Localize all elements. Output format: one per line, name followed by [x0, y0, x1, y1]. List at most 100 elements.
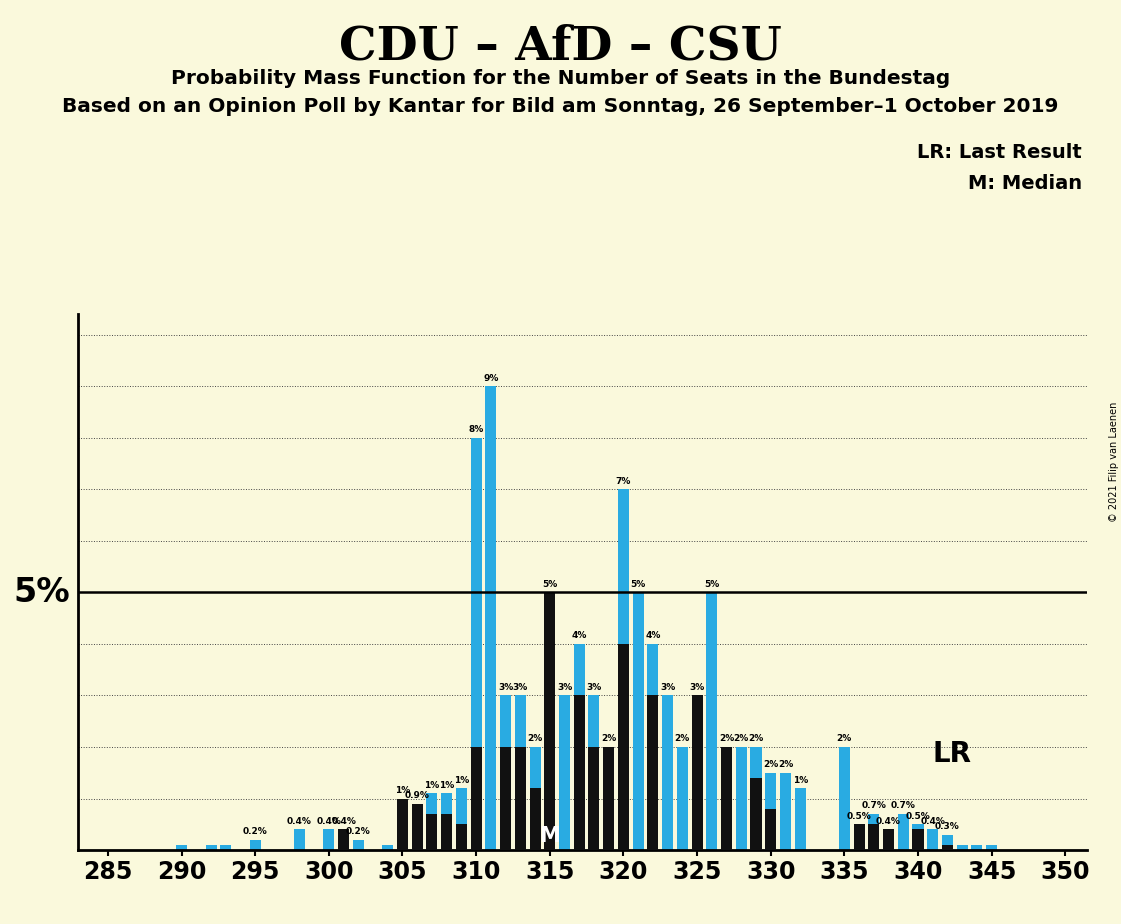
Bar	[766, 808, 776, 850]
Text: M: M	[539, 826, 560, 846]
Text: LR: LR	[933, 739, 972, 768]
Text: 2%: 2%	[527, 735, 543, 744]
Text: 2%: 2%	[778, 760, 793, 769]
Text: 3%: 3%	[660, 683, 675, 692]
Bar	[397, 840, 408, 850]
Bar	[500, 747, 511, 850]
Text: 0.9%: 0.9%	[405, 791, 429, 800]
Bar	[176, 845, 187, 850]
Bar	[500, 696, 511, 850]
Text: 0.4%: 0.4%	[316, 817, 341, 826]
Text: 3%: 3%	[586, 683, 602, 692]
Bar	[442, 814, 452, 850]
Bar	[220, 845, 231, 850]
Text: 5%: 5%	[630, 580, 646, 589]
Bar	[603, 747, 614, 850]
Text: 0.4%: 0.4%	[287, 817, 312, 826]
Bar	[986, 845, 998, 850]
Bar	[898, 814, 909, 850]
Bar	[869, 814, 879, 850]
Text: 2%: 2%	[601, 735, 617, 744]
Bar	[721, 747, 732, 850]
Bar	[471, 747, 482, 850]
Bar	[545, 592, 555, 850]
Bar	[529, 747, 540, 850]
Bar	[559, 696, 571, 850]
Text: 4%: 4%	[646, 631, 660, 640]
Text: 0.2%: 0.2%	[243, 827, 268, 836]
Bar	[205, 845, 216, 850]
Bar	[471, 438, 482, 850]
Text: 8%: 8%	[469, 425, 484, 434]
Bar	[618, 490, 629, 850]
Text: 0.2%: 0.2%	[346, 827, 371, 836]
Bar	[442, 794, 452, 850]
Text: 1%: 1%	[793, 775, 808, 784]
Bar	[353, 840, 364, 850]
Bar	[750, 747, 761, 850]
Bar	[515, 747, 526, 850]
Bar	[411, 804, 423, 850]
Bar	[411, 845, 423, 850]
Text: 1%: 1%	[439, 781, 454, 790]
Text: 4%: 4%	[572, 631, 587, 640]
Bar	[589, 696, 600, 850]
Text: 2%: 2%	[719, 735, 734, 744]
Text: © 2021 Filip van Laenen: © 2021 Filip van Laenen	[1109, 402, 1119, 522]
Bar	[692, 696, 703, 850]
Bar	[766, 772, 776, 850]
Text: 0.7%: 0.7%	[861, 801, 887, 810]
Bar	[647, 644, 658, 850]
Text: 0.3%: 0.3%	[935, 822, 960, 831]
Bar	[706, 592, 717, 850]
Bar	[942, 834, 953, 850]
Bar	[426, 814, 437, 850]
Text: 1%: 1%	[425, 781, 439, 790]
Text: 0.5%: 0.5%	[846, 811, 871, 821]
Bar	[515, 696, 526, 850]
Bar	[795, 788, 806, 850]
Text: 3%: 3%	[512, 683, 528, 692]
Bar	[869, 824, 879, 850]
Bar	[603, 747, 614, 850]
Text: 3%: 3%	[557, 683, 572, 692]
Bar	[647, 696, 658, 850]
Text: 1%: 1%	[454, 775, 469, 784]
Bar	[956, 845, 967, 850]
Bar	[485, 386, 497, 850]
Bar	[883, 830, 895, 850]
Text: 5%: 5%	[704, 580, 720, 589]
Bar	[397, 798, 408, 850]
Text: 5%: 5%	[543, 580, 557, 589]
Text: 0.4%: 0.4%	[920, 817, 945, 826]
Bar	[574, 644, 585, 850]
Text: Probability Mass Function for the Number of Seats in the Bundestag: Probability Mass Function for the Number…	[170, 69, 951, 89]
Bar	[853, 824, 864, 850]
Bar	[456, 788, 467, 850]
Text: 2%: 2%	[733, 735, 749, 744]
Bar	[632, 592, 643, 850]
Text: 9%: 9%	[483, 373, 499, 383]
Text: 0.5%: 0.5%	[906, 811, 930, 821]
Text: 3%: 3%	[689, 683, 705, 692]
Text: M: Median: M: Median	[967, 174, 1082, 193]
Text: 5%: 5%	[13, 576, 71, 609]
Bar	[663, 696, 673, 850]
Bar	[382, 845, 393, 850]
Bar	[618, 644, 629, 850]
Bar	[942, 845, 953, 850]
Text: CDU – AfD – CSU: CDU – AfD – CSU	[340, 23, 781, 69]
Text: 0.7%: 0.7%	[891, 801, 916, 810]
Bar	[839, 747, 850, 850]
Text: 0.4%: 0.4%	[877, 817, 901, 826]
Bar	[426, 794, 437, 850]
Bar	[972, 845, 982, 850]
Bar	[529, 788, 540, 850]
Text: 1%: 1%	[395, 786, 410, 795]
Text: 7%: 7%	[615, 477, 631, 486]
Bar	[912, 824, 924, 850]
Bar	[545, 747, 555, 850]
Text: 2%: 2%	[749, 735, 763, 744]
Text: 0.4%: 0.4%	[331, 817, 356, 826]
Bar	[677, 747, 688, 850]
